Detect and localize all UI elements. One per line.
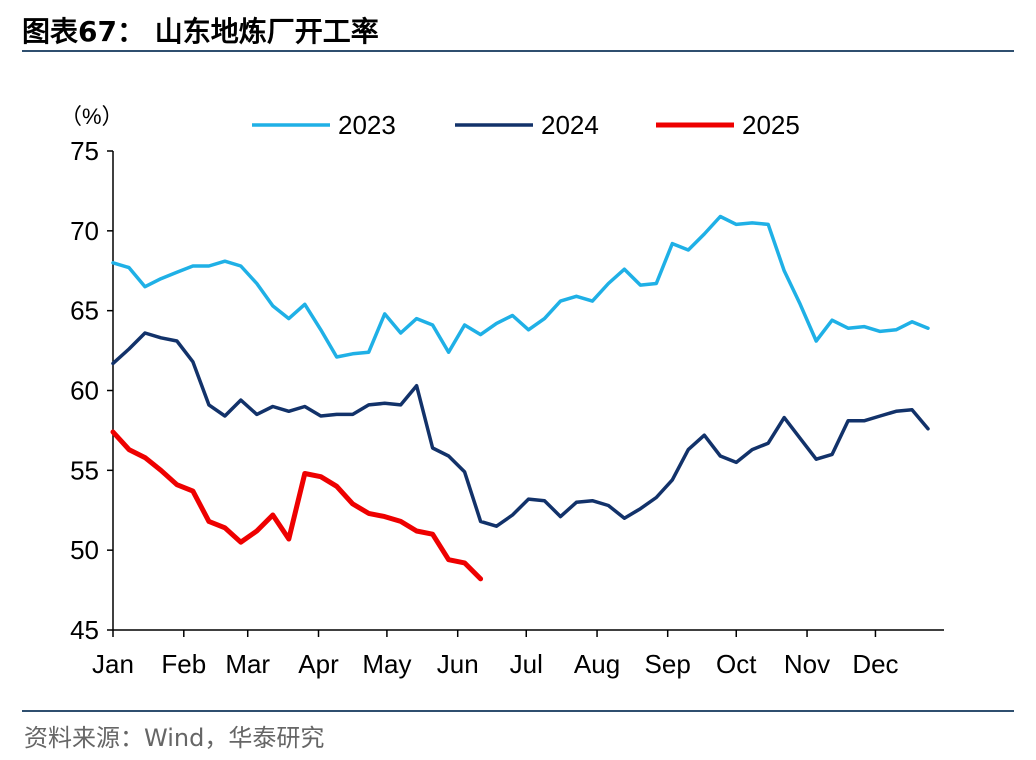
- x-tick-label: Jun: [437, 649, 479, 679]
- chart-series-lines: [110, 214, 930, 582]
- chart-title: 图表67： 山东地炼厂开工率: [22, 15, 379, 48]
- y-tick-label: 65: [70, 296, 99, 326]
- x-tick-label: Sep: [645, 649, 691, 679]
- x-tick-label: Feb: [161, 649, 206, 679]
- x-tick-label: May: [362, 649, 411, 679]
- y-tick-label: 45: [70, 615, 99, 645]
- series-line-2025: [110, 429, 484, 582]
- y-tick-label: 75: [70, 136, 99, 166]
- legend-label-2023: 2023: [338, 110, 396, 140]
- x-tick-label: Mar: [225, 649, 270, 679]
- y-axis-label: （%）: [60, 104, 124, 129]
- legend-label-2024: 2024: [541, 110, 599, 140]
- x-tick-label: Jul: [510, 649, 543, 679]
- x-tick-label: Oct: [716, 649, 757, 679]
- series-line-2024: [111, 331, 930, 528]
- bottom-divider: [22, 710, 1014, 712]
- legend-label-2025: 2025: [742, 110, 800, 140]
- chart-axes: 45 50 55 60 65 70 75 Jan Feb Mar Apr May Jun Jul Aug Se…: [70, 136, 944, 679]
- x-tick-label: Dec: [852, 649, 898, 679]
- y-tick-label: 70: [70, 216, 99, 246]
- y-tick-label: 50: [70, 535, 99, 565]
- chart-legend: 2023 2024 2025: [252, 110, 800, 140]
- series-line-2023: [111, 214, 930, 359]
- y-tick-label: 55: [70, 455, 99, 485]
- x-tick-label: Apr: [298, 649, 339, 679]
- x-tick-label: Jan: [92, 649, 134, 679]
- line-chart: 45 50 55 60 65 70 75 Jan Feb Mar Apr May Jun Jul Aug Se…: [60, 104, 944, 679]
- x-tick-label: Nov: [784, 649, 830, 679]
- source-note: 资料来源：Wind，华泰研究: [24, 724, 325, 752]
- x-tick-label: Aug: [574, 649, 620, 679]
- y-tick-label: 60: [70, 376, 99, 406]
- top-divider: [22, 50, 1014, 52]
